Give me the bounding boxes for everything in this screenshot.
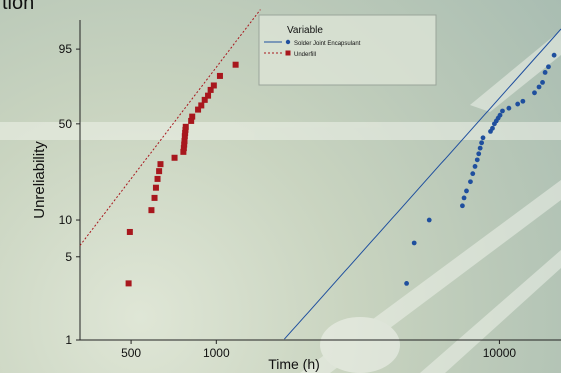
data-point-solder — [404, 280, 409, 286]
data-point-solder — [506, 105, 512, 111]
data-point-solder — [476, 151, 482, 157]
y-tick-label: 50 — [59, 117, 73, 131]
background-streaks — [0, 30, 561, 373]
data-point-solder — [426, 217, 432, 223]
data-point-underfill — [182, 129, 189, 136]
data-point-underfill — [181, 141, 188, 148]
data-point-underfill — [148, 207, 155, 214]
fit-lines — [79, 9, 561, 340]
fit-line-underfill — [79, 9, 261, 246]
data-point-solder — [520, 98, 526, 104]
data-point-solder — [461, 195, 467, 201]
y-tick-label: 5 — [65, 250, 72, 264]
data-point-solder — [542, 70, 548, 75]
data-point-underfill — [181, 133, 188, 140]
legend-marker-solder — [285, 39, 291, 45]
data-point-underfill — [205, 92, 212, 99]
data-point-underfill — [216, 72, 223, 79]
data-point-solder — [500, 108, 505, 114]
data-point-underfill — [157, 161, 164, 168]
legend-label-solder: Solder Joint Encapsulant — [294, 41, 361, 47]
data-point-solder — [546, 64, 551, 70]
legend-label-underfill: Underfill — [294, 52, 316, 58]
data-point-underfill — [156, 168, 163, 175]
y-tick-label: 1 — [65, 333, 72, 347]
legend-box — [258, 14, 437, 86]
data-point-underfill — [154, 175, 161, 182]
data-point-solder — [479, 140, 484, 146]
data-point-solder — [411, 240, 417, 246]
data-point-solder — [480, 135, 486, 141]
data-point-solder — [490, 125, 495, 131]
data-point-solder — [477, 145, 483, 151]
x-tick-label: 1000 — [203, 346, 230, 360]
data-point-underfill — [180, 145, 187, 152]
y-tick-label: 10 — [59, 213, 73, 227]
data-point-underfill — [180, 148, 187, 155]
data-point-solder — [470, 171, 476, 177]
y-axis-title: Unreliability — [31, 141, 48, 219]
x-tick-label: 500 — [121, 346, 141, 360]
x-axis-ticks: 500 1000 10000 — [121, 340, 516, 360]
data-point-solder — [532, 90, 537, 96]
data-point-solder — [474, 157, 480, 163]
legend: Variable Solder Joint Encapsulant Underf… — [258, 14, 437, 86]
fit-line-solder-joint-encapsulant — [284, 28, 561, 340]
data-markers — [125, 52, 557, 287]
y-axis-ticks: 1 5 10 50 95 — [59, 42, 80, 347]
legend-title: Variable — [287, 25, 323, 36]
data-point-underfill — [125, 280, 132, 287]
data-point-solder — [460, 203, 465, 209]
y-tick-label: 95 — [59, 42, 73, 56]
data-point-solder — [536, 84, 542, 90]
data-point-underfill — [182, 126, 189, 133]
data-point-solder — [472, 164, 478, 169]
data-point-underfill — [188, 117, 195, 124]
data-point-underfill — [181, 138, 188, 145]
data-point-underfill — [198, 102, 205, 109]
data-point-underfill — [201, 96, 208, 103]
legend-marker-underfill — [285, 50, 291, 56]
data-point-underfill — [171, 154, 178, 161]
data-point-underfill — [151, 194, 158, 201]
cropped-title-fragment: tion — [2, 0, 35, 14]
x-tick-label: 10000 — [483, 346, 517, 360]
data-point-underfill — [195, 106, 202, 113]
data-point-solder — [464, 188, 469, 194]
data-point-solder — [551, 52, 557, 58]
data-point-underfill — [232, 61, 239, 68]
data-point-underfill — [207, 86, 214, 93]
data-point-underfill — [210, 82, 217, 89]
data-point-underfill — [189, 113, 196, 120]
data-point-solder — [515, 101, 521, 107]
data-point-underfill — [152, 184, 159, 191]
x-axis-title: Time (h) — [268, 356, 320, 372]
data-point-solder — [468, 179, 473, 185]
data-point-solder — [540, 80, 545, 85]
data-point-solder — [497, 112, 503, 118]
data-point-underfill — [126, 228, 133, 235]
data-point-underfill — [182, 123, 189, 130]
